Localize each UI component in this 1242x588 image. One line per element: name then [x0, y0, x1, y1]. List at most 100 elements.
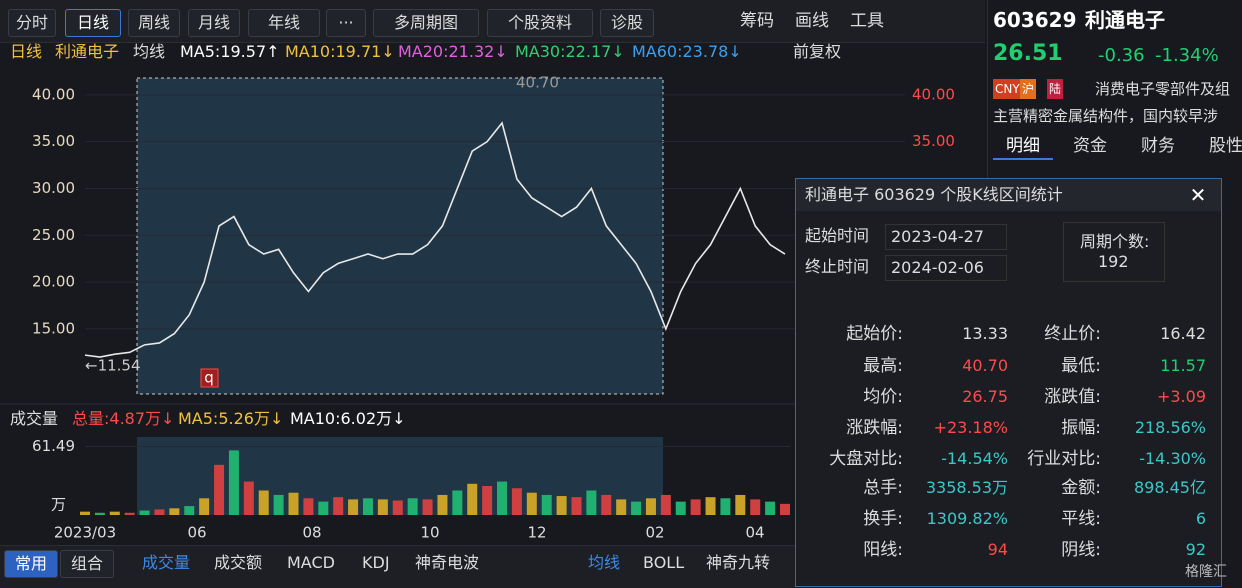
volume-bar: [720, 498, 731, 515]
y-tick-label: 20.00: [32, 273, 75, 291]
toolbar-button[interactable]: 月线: [188, 9, 240, 37]
volume-unit: 万: [51, 496, 66, 514]
volume-bar: [467, 483, 478, 515]
toolbar-button[interactable]: 筹码: [740, 11, 774, 31]
stat-label: 最低:: [1061, 356, 1101, 376]
volume-bar: [645, 498, 656, 515]
ma-legend: MA20:21.32↓: [398, 42, 508, 61]
volume-bar: [452, 490, 463, 515]
x-tick-label: 2023/03: [54, 524, 116, 542]
legend-text: 日线: [10, 42, 43, 61]
volume-bar: [765, 501, 776, 515]
tab[interactable]: 财务: [1141, 136, 1175, 156]
volume-bar: [124, 512, 135, 515]
volume-legend: MA5:5.26万↓: [178, 409, 284, 428]
stat-label: 阴线:: [1061, 540, 1101, 560]
volume-bar: [199, 498, 210, 515]
stat-value: -14.54%: [941, 449, 1008, 468]
indicator-tab[interactable]: 成交量: [142, 553, 191, 572]
popup: [795, 178, 1222, 587]
volume-bar: [660, 494, 671, 515]
volume-bar: [94, 512, 105, 515]
popup-title: 利通电子 603629 个股K线区间统计: [805, 185, 1063, 204]
stat-label: 振幅:: [1061, 418, 1101, 438]
stat-label: 起始价:: [846, 324, 903, 344]
volume-bar: [482, 486, 493, 515]
tab[interactable]: 资金: [1073, 136, 1107, 156]
tab[interactable]: 股性: [1209, 136, 1242, 156]
stat-label: 最高:: [863, 356, 903, 376]
indicator-tab[interactable]: 成交额: [214, 553, 263, 572]
volume-bar: [139, 510, 150, 515]
field-label: 起始时间: [805, 226, 870, 245]
toolbar-button[interactable]: 工具: [850, 11, 884, 31]
annotation-high: 40.70: [516, 74, 559, 92]
volume-bar: [735, 494, 746, 515]
tag: CNY: [993, 79, 1022, 99]
count-box: [1063, 222, 1165, 282]
toolbar-button[interactable]: 周线: [128, 9, 180, 37]
x-tick-label: 06: [187, 524, 206, 542]
toolbar-button[interactable]: 日线: [65, 9, 121, 37]
stat-value: 11.57: [1160, 356, 1206, 375]
stock-code: 603629: [993, 8, 1077, 32]
x-tick-label: 10: [420, 524, 439, 542]
mode-tab[interactable]: 组合: [60, 550, 114, 578]
indicator-tab[interactable]: 神奇电波: [415, 553, 480, 572]
volume-bar: [288, 492, 299, 515]
toolbar-button[interactable]: 多周期图: [373, 9, 479, 37]
overlay-tab[interactable]: 均线: [588, 553, 621, 572]
volume-bar: [228, 450, 239, 515]
popup-titlebar: [796, 179, 1221, 211]
count-label: 周期个数:: [1080, 232, 1150, 251]
y-tick-label: 40.00: [32, 85, 75, 103]
toolbar-button[interactable]: 年线: [248, 9, 320, 37]
ma-legend: MA30:22.17↓: [515, 42, 625, 61]
stat-label: 阳线:: [863, 540, 903, 560]
overlay-tab[interactable]: 神奇九转: [706, 553, 771, 572]
volume-bar: [154, 509, 165, 515]
volume-bar: [690, 499, 701, 515]
mode-tab[interactable]: 常用: [4, 550, 58, 578]
tab[interactable]: 明细: [993, 134, 1053, 160]
toolbar-button[interactable]: ···: [326, 9, 366, 37]
volume-bar: [258, 490, 269, 515]
stat-value: 898.45亿: [1134, 478, 1206, 497]
stat-value: 92: [1185, 540, 1206, 559]
stat-label: 总手:: [863, 478, 903, 498]
volume-bar: [526, 492, 537, 515]
tag: 陆: [1047, 79, 1064, 99]
stat-label: 涨跌幅:: [846, 418, 903, 438]
annotation-low: ←11.54: [85, 357, 141, 375]
overlay-tab[interactable]: BOLL: [643, 553, 685, 572]
toolbar-button[interactable]: 分时: [8, 9, 56, 37]
volume-bar: [377, 499, 388, 515]
volume-bar: [169, 508, 180, 515]
toolbar-button[interactable]: 个股资料: [487, 9, 593, 37]
stat-label: 行业对比:: [1027, 449, 1101, 469]
x-tick-label: 12: [527, 524, 546, 542]
indicator-tab[interactable]: MACD: [287, 553, 335, 572]
volume-bar: [616, 499, 627, 515]
volume-bar: [497, 481, 508, 515]
volume-bar: [437, 494, 448, 515]
volume-bar: [362, 498, 373, 515]
x-tick-label: 08: [302, 524, 321, 542]
indicator-tab[interactable]: KDJ: [362, 553, 390, 572]
close-button[interactable]: ✕: [1189, 183, 1207, 207]
selection: [136, 77, 664, 395]
y-tick-label: 25.00: [32, 226, 75, 244]
volume-bar: [333, 497, 344, 515]
ma-legend: MA10:19.71↓: [285, 42, 395, 61]
volume-bar: [214, 464, 225, 515]
volume-bar: [601, 494, 612, 515]
stat-value: 40.70: [962, 356, 1008, 375]
industry: 消费电子零部件及组: [1095, 80, 1231, 98]
toolbar-button[interactable]: 画线: [795, 11, 829, 31]
ma-legend: MA60:23.78↓: [632, 42, 742, 61]
toolbar-button[interactable]: 诊股: [600, 9, 654, 37]
volume-bar: [273, 494, 284, 515]
volume-bar: [556, 496, 567, 515]
